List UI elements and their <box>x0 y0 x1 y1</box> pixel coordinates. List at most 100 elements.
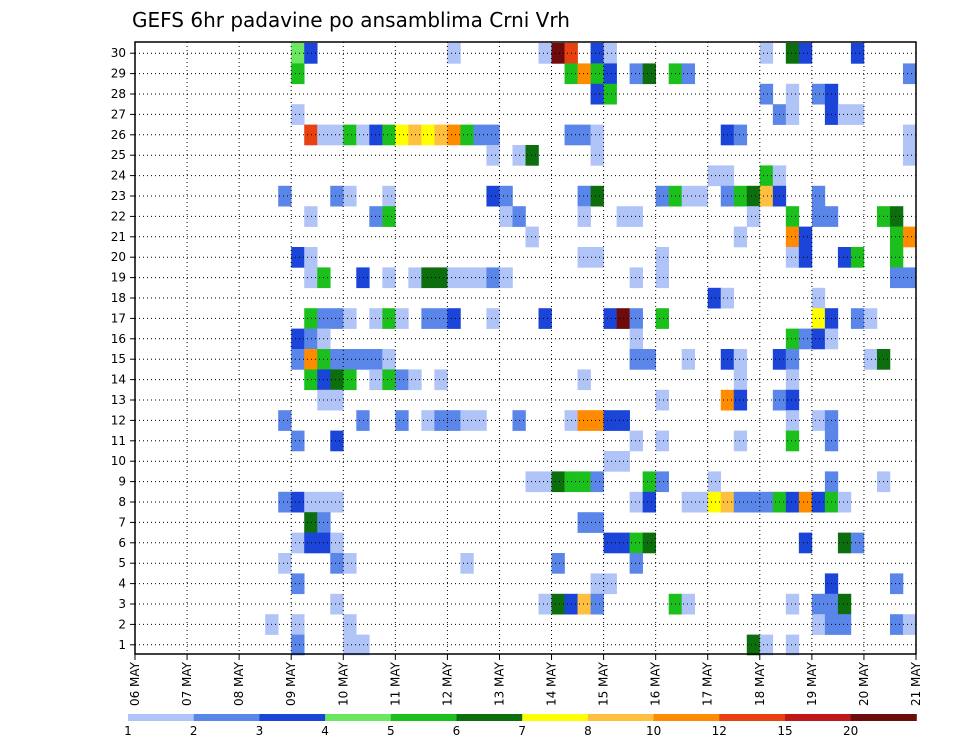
heatmap-cell <box>330 430 344 452</box>
heatmap-cell <box>655 430 669 452</box>
y-tick-label: 12 <box>111 413 126 427</box>
x-tick-label: 11 MAY <box>388 661 402 706</box>
heatmap-cell <box>733 185 748 207</box>
heatmap-cell <box>525 471 539 493</box>
heatmap-cell <box>837 614 852 635</box>
heatmap-cell <box>291 573 305 595</box>
x-tick-label: 08 MAY <box>232 661 246 706</box>
heatmap-cell <box>421 124 435 146</box>
colorbar-swatch <box>785 714 852 721</box>
heatmap-cell <box>304 349 318 370</box>
heatmap-cell <box>902 124 917 146</box>
x-tick-label: 09 MAY <box>284 661 298 706</box>
heatmap-cell <box>785 410 800 431</box>
y-tick-label: 13 <box>111 393 126 407</box>
heatmap-cell <box>629 267 643 289</box>
heatmap-cell <box>590 512 604 533</box>
colorbar-swatch <box>522 714 589 721</box>
heatmap-cell <box>291 491 305 513</box>
heatmap-cell <box>694 185 709 207</box>
x-tick-label: 18 MAY <box>753 661 767 706</box>
heatmap-cell <box>759 491 774 513</box>
y-tick-label: 8 <box>118 495 126 509</box>
heatmap-cell <box>473 124 487 146</box>
heatmap-cell <box>629 553 643 574</box>
heatmap-cell <box>525 226 539 248</box>
heatmap-cell <box>447 267 461 289</box>
heatmap-cell <box>577 471 591 493</box>
heatmap-cell <box>785 83 800 105</box>
heatmap-cell <box>538 308 552 329</box>
heatmap-cell <box>850 247 865 268</box>
y-tick-label: 7 <box>118 515 126 529</box>
heatmap-cell <box>590 83 604 105</box>
y-tick-label: 27 <box>111 107 126 121</box>
x-tick-label: 20 MAY <box>857 661 871 706</box>
heatmap-cell <box>798 491 813 513</box>
heatmap-cell <box>811 410 826 431</box>
heatmap-cell <box>759 634 774 656</box>
y-tick-label: 19 <box>111 271 126 285</box>
heatmap-cell <box>850 43 865 64</box>
y-tick-label: 25 <box>111 148 126 162</box>
heatmap-cell <box>902 614 917 635</box>
heatmap-cell <box>733 491 748 513</box>
heatmap-cell <box>382 308 396 329</box>
heatmap-cell <box>382 369 396 391</box>
chart-title: GEFS 6hr padavine po ansamblima Crni Vrh <box>132 8 570 32</box>
heatmap-cell <box>278 553 292 574</box>
x-tick-label: 16 MAY <box>649 661 663 706</box>
heatmap-cell <box>707 471 722 493</box>
x-tick-label: 19 MAY <box>805 661 819 706</box>
heatmap-cell <box>837 491 852 513</box>
heatmap-cell <box>603 83 617 105</box>
colorbar-label: 5 <box>387 724 395 738</box>
heatmap-cell <box>889 206 904 227</box>
heatmap-cell <box>304 369 318 391</box>
heatmap-cell <box>746 185 761 207</box>
x-tick-label: 21 MAY <box>909 661 923 706</box>
heatmap-cell <box>525 145 539 166</box>
heatmap-cell <box>902 63 917 85</box>
y-tick-label: 5 <box>118 556 126 570</box>
heatmap-cell <box>798 247 813 268</box>
heatmap-cell <box>837 532 852 554</box>
heatmap-cell <box>421 308 435 329</box>
heatmap-cell <box>681 349 696 370</box>
heatmap-cell <box>694 491 709 513</box>
x-axis: 06 MAY 07 MAY 08 MAY 09 MAY 10 MAY 11 MAY 12 M… <box>128 654 923 706</box>
heatmap-cell <box>785 226 800 248</box>
heatmap-cell <box>395 369 409 391</box>
heatmap-cell <box>590 43 604 64</box>
y-tick-label: 11 <box>111 434 126 448</box>
heatmap-cell <box>382 349 396 370</box>
heatmap-cell <box>304 124 318 146</box>
heatmap-cell <box>447 410 461 431</box>
y-tick-label: 9 <box>118 475 126 489</box>
heatmap-cell <box>330 491 344 513</box>
heatmap-cell <box>590 185 604 207</box>
heatmap-cell <box>291 328 305 350</box>
heatmap-cell <box>486 185 500 207</box>
heatmap-cell <box>863 308 878 329</box>
heatmap-cell <box>798 226 813 248</box>
heatmap-cell <box>629 430 643 452</box>
heatmap-cell <box>278 491 292 513</box>
x-tick-label: 12 MAY <box>440 661 454 706</box>
x-tick-label: 15 MAY <box>597 661 611 706</box>
heatmap-cell <box>330 349 344 370</box>
heatmap-cell <box>447 308 461 329</box>
heatmap-cell <box>343 634 357 656</box>
plot-frame <box>134 41 917 655</box>
heatmap-cell <box>837 593 852 615</box>
y-tick-label: 3 <box>118 597 126 611</box>
heatmap-cell <box>304 491 318 513</box>
heatmap-cell <box>551 471 565 493</box>
colorbar-label: 20 <box>843 724 858 738</box>
heatmap-cell <box>343 124 357 146</box>
colorbar-swatch <box>719 714 786 721</box>
heatmap-cell <box>577 247 591 268</box>
heatmap-cell <box>590 145 604 166</box>
heatmap-cell <box>590 63 604 85</box>
heatmap-cell <box>577 512 591 533</box>
